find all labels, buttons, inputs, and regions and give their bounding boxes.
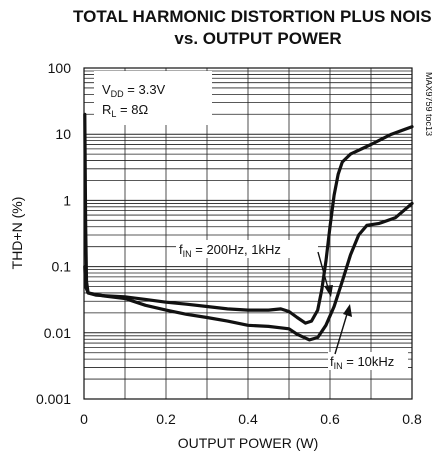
series-line-2 — [83, 201, 414, 342]
x-axis-label: OUTPUT POWER (W) — [178, 435, 319, 451]
annotation-arrow-1 — [317, 251, 329, 289]
chart-title-line1: TOTAL HARMONIC DISTORTION PLUS NOISE — [73, 7, 432, 26]
conditions-box: VDD = 3.3V RL = 8Ω — [94, 71, 212, 125]
svg-text:fIN = 10kHz: fIN = 10kHz — [330, 354, 394, 371]
plot-frame — [83, 67, 413, 400]
series-layer — [83, 112, 414, 342]
y-tick-label: 0.01 — [44, 325, 71, 341]
y-tick-label: 10 — [55, 126, 71, 142]
annotation-arrow-2 — [334, 313, 348, 355]
y-axis-label: THD+N (%) — [9, 197, 25, 270]
rl-label: RL = 8Ω — [102, 102, 148, 119]
x-tick-label: 0 — [80, 411, 88, 427]
x-tick-label: 0.4 — [238, 411, 258, 427]
y-tick-label: 0.001 — [36, 391, 71, 407]
x-tick-label: 0.6 — [320, 411, 340, 427]
y-tick-label: 1 — [63, 192, 71, 208]
vdd-label: VDD = 3.3V — [102, 82, 166, 99]
x-tick-labels: 0 0.2 0.4 0.6 0.8 — [80, 411, 422, 427]
y-tick-label: 100 — [48, 60, 72, 76]
x-tick-label: 0.2 — [156, 411, 176, 427]
y-tick-labels: 0.001 0.01 0.1 1 10 100 — [36, 60, 71, 407]
chip-code: MAX9759 toc13 — [424, 72, 432, 136]
series-line-1 — [83, 112, 414, 325]
chart-title-line2: vs. OUTPUT POWER — [174, 29, 341, 48]
svg-text:fIN = 200Hz, 1kHz: fIN = 200Hz, 1kHz — [179, 242, 281, 259]
annotation-10khz: fIN = 10kHz — [328, 304, 408, 371]
y-tick-label: 0.1 — [52, 259, 72, 275]
annotation-200hz-1khz: fIN = 200Hz, 1kHz — [176, 240, 333, 297]
grid — [84, 68, 412, 399]
x-tick-label: 0.8 — [402, 411, 422, 427]
